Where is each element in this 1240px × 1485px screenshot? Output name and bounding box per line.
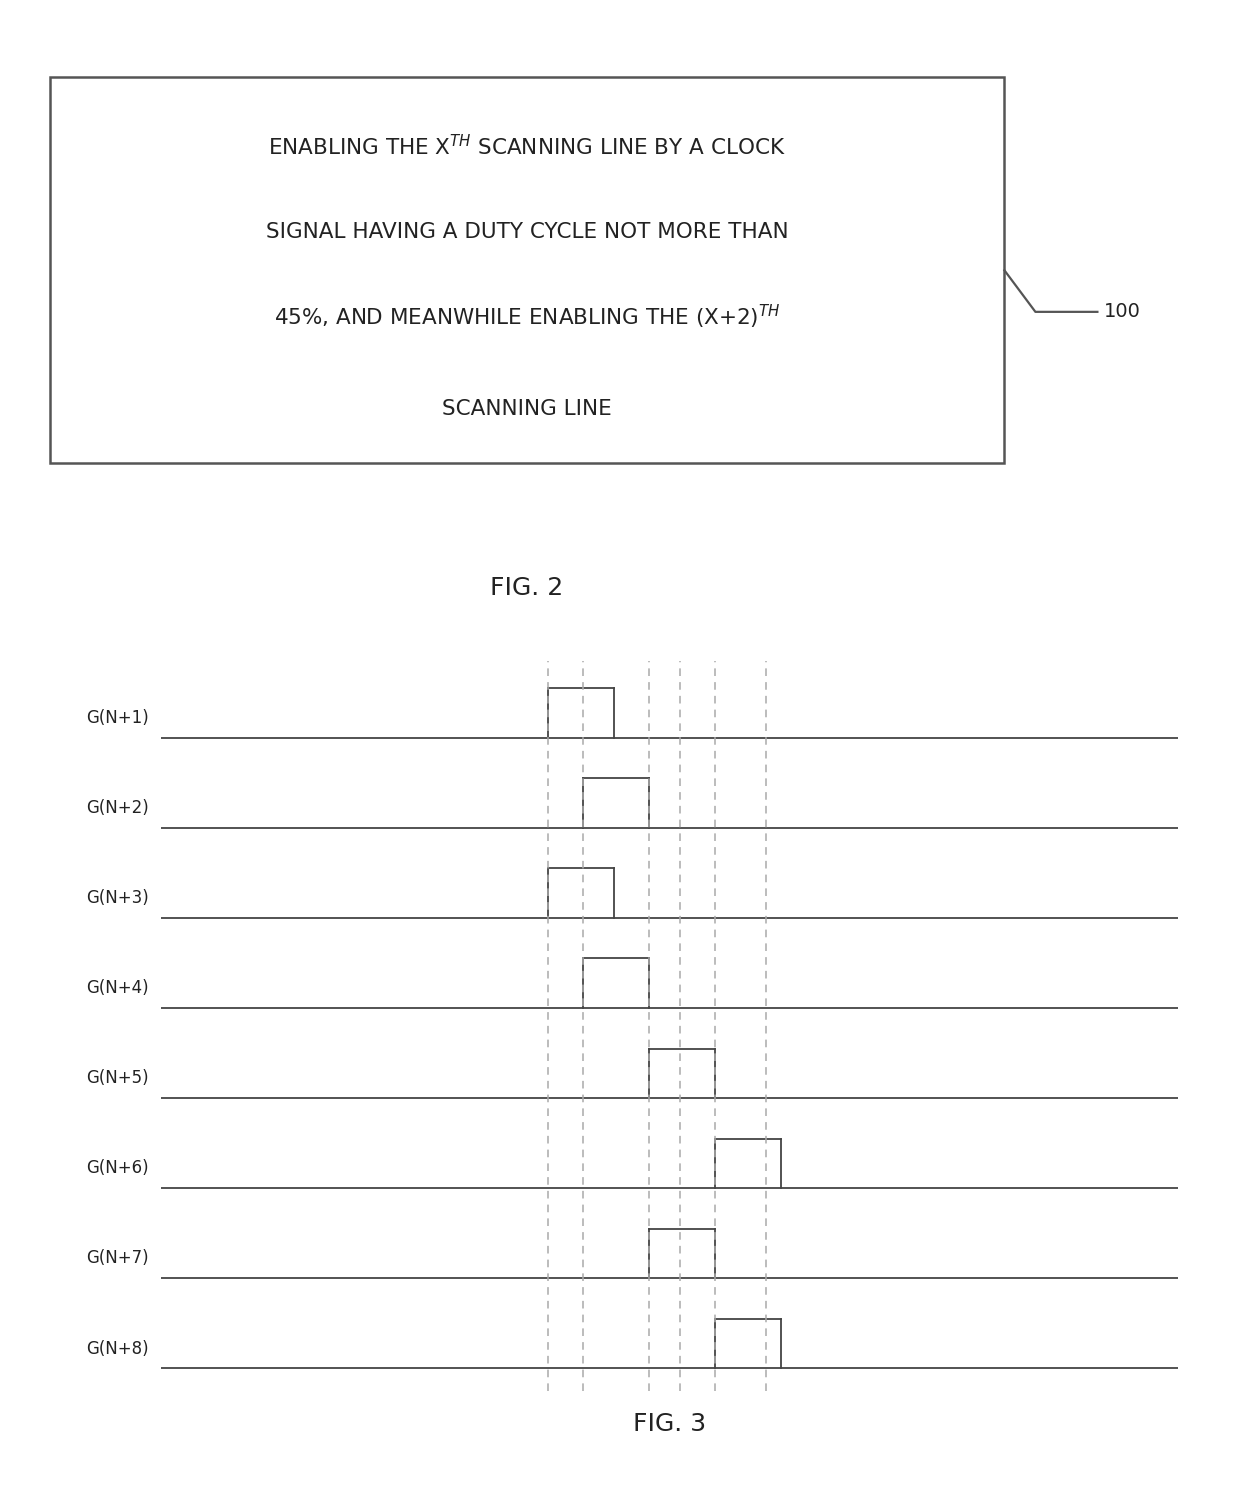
Text: SCANNING LINE: SCANNING LINE [443, 399, 611, 419]
Text: G(N+3): G(N+3) [87, 890, 149, 907]
Text: G(N+2): G(N+2) [87, 799, 149, 817]
Text: G(N+8): G(N+8) [87, 1339, 149, 1357]
FancyBboxPatch shape [50, 77, 1004, 463]
Text: G(N+6): G(N+6) [87, 1160, 149, 1178]
Text: G(N+4): G(N+4) [87, 979, 149, 996]
Text: 100: 100 [1104, 303, 1141, 321]
Text: G(N+5): G(N+5) [87, 1069, 149, 1087]
Text: SIGNAL HAVING A DUTY CYCLE NOT MORE THAN: SIGNAL HAVING A DUTY CYCLE NOT MORE THAN [265, 221, 789, 242]
Text: ENABLING THE X$^{TH}$ SCANNING LINE BY A CLOCK: ENABLING THE X$^{TH}$ SCANNING LINE BY A… [268, 134, 786, 159]
Text: 45%, AND MEANWHILE ENABLING THE (X+2)$^{TH}$: 45%, AND MEANWHILE ENABLING THE (X+2)$^{… [274, 303, 780, 331]
Text: FIG. 2: FIG. 2 [490, 576, 564, 600]
Text: G(N+1): G(N+1) [87, 708, 149, 726]
Text: G(N+7): G(N+7) [87, 1249, 149, 1267]
Text: FIG. 3: FIG. 3 [634, 1412, 706, 1436]
